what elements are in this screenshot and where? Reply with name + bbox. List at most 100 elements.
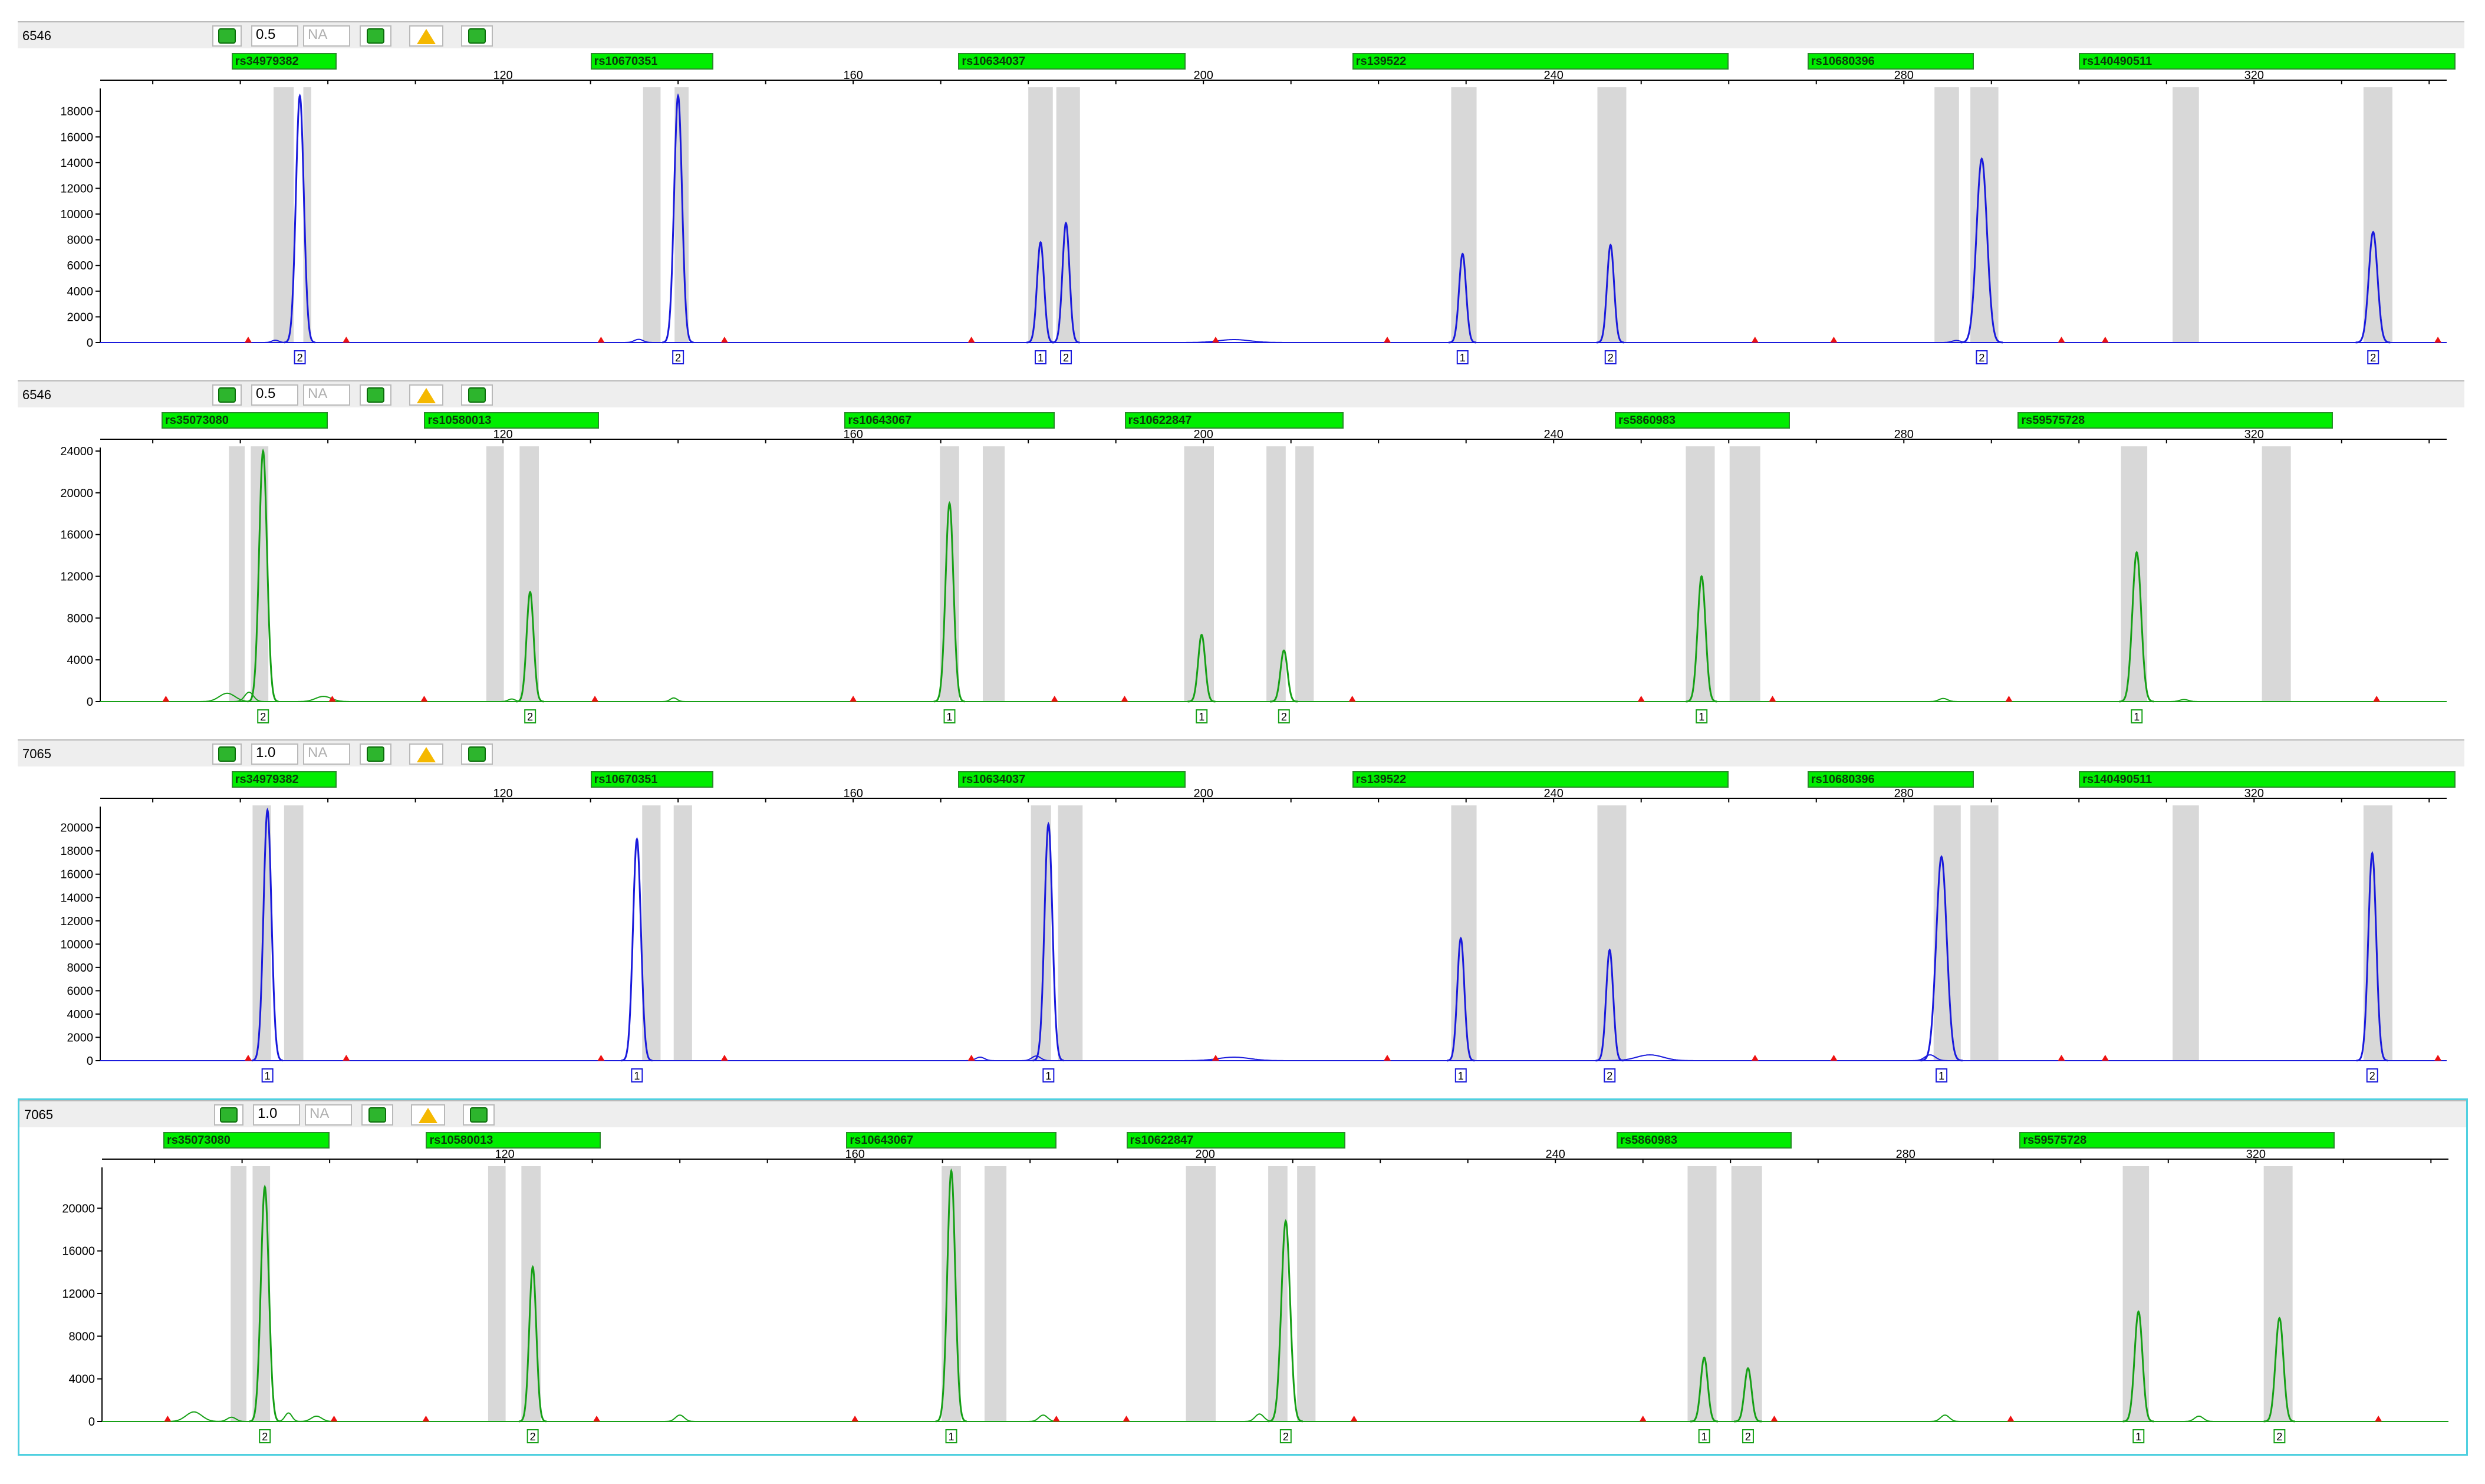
allele-bin xyxy=(673,805,692,1061)
y-tick-label: 4000 xyxy=(67,285,94,298)
size-marker-triangle xyxy=(422,1416,430,1422)
status-ok-icon[interactable] xyxy=(461,25,493,47)
status-ok-icon[interactable] xyxy=(212,743,242,765)
scale-value-field[interactable]: 1.0 xyxy=(253,1104,300,1126)
marker-rs10634037[interactable]: rs10634037 xyxy=(958,771,1186,788)
status-ok-icon[interactable] xyxy=(463,1104,495,1126)
status-ok-icon[interactable] xyxy=(212,25,242,47)
scale-value-field[interactable]: 0.5 xyxy=(251,25,298,47)
marker-rs140490511[interactable]: rs140490511 xyxy=(2079,771,2456,788)
allele-call-label: 1 xyxy=(949,1431,954,1443)
allele-call-label: 1 xyxy=(634,1070,640,1082)
marker-rs10622847[interactable]: rs10622847 xyxy=(1126,1132,1345,1149)
size-marker-triangle xyxy=(1384,1055,1391,1061)
marker-rs59575728[interactable]: rs59575728 xyxy=(2019,1132,2335,1149)
marker-rs10634037[interactable]: rs10634037 xyxy=(958,53,1186,70)
allele-bin xyxy=(303,87,311,343)
marker-rs10580013[interactable]: rs10580013 xyxy=(424,412,600,429)
size-marker-triangle xyxy=(2434,337,2442,343)
allele-call-label: 2 xyxy=(1283,1431,1289,1443)
electropherogram-panel[interactable]: 6546 0.5 NA rs35073080 rs10580013 rs106430… xyxy=(18,380,2464,734)
size-marker-triangle xyxy=(1769,696,1776,702)
na-field[interactable]: NA xyxy=(303,743,350,765)
marker-rs35073080[interactable]: rs35073080 xyxy=(163,1132,330,1149)
x-tick-label: 200 xyxy=(1194,428,1213,441)
status-ok-icon[interactable] xyxy=(360,384,391,406)
trace-noise xyxy=(1171,339,1296,343)
marker-rs5860983[interactable]: rs5860983 xyxy=(1617,1132,1792,1149)
size-marker-triangle xyxy=(420,696,428,702)
y-tick-label: 20000 xyxy=(60,487,93,500)
marker-rs140490511[interactable]: rs140490511 xyxy=(2079,53,2456,70)
y-tick-label: 8000 xyxy=(69,1330,96,1343)
y-tick-label: 18000 xyxy=(60,845,93,858)
trace-noise xyxy=(621,338,656,343)
marker-rs10622847[interactable]: rs10622847 xyxy=(1124,412,1344,429)
y-tick-label: 12000 xyxy=(62,1288,95,1301)
electropherogram-plot[interactable]: 120 160 200 240 280 320 0 4000 8000 12000 16000 200… xyxy=(19,1100,2466,1454)
electropherogram-plot[interactable]: 120 160 200 240 280 320 0 2000 4000 6000 8000 10000… xyxy=(18,739,2464,1093)
size-marker-triangle xyxy=(1637,696,1645,702)
size-marker-triangle xyxy=(1830,1055,1838,1061)
status-ok-icon[interactable] xyxy=(212,384,242,406)
status-ok-icon[interactable] xyxy=(461,743,493,765)
size-marker-triangle xyxy=(851,1416,859,1422)
marker-rs10680396[interactable]: rs10680396 xyxy=(1807,771,1974,788)
marker-rs10670351[interactable]: rs10670351 xyxy=(590,53,713,70)
allele-label-box xyxy=(2132,1429,2145,1443)
allele-call-label: 2 xyxy=(1745,1431,1751,1443)
marker-rs35073080[interactable]: rs35073080 xyxy=(161,412,328,429)
y-tick-label: 14000 xyxy=(60,891,93,904)
marker-rs10580013[interactable]: rs10580013 xyxy=(426,1132,601,1149)
electropherogram-panel[interactable]: 6546 0.5 NA rs34979382 rs10670351 rs106340… xyxy=(18,21,2464,375)
electropherogram-panel-selected[interactable]: 7065 1.0 NA rs35073080 rs10580013 rs106430… xyxy=(18,1098,2468,1456)
size-marker-triangle xyxy=(2005,696,2013,702)
marker-rs34979382[interactable]: rs34979382 xyxy=(231,53,337,70)
status-ok-icon[interactable] xyxy=(461,384,493,406)
allele-call-label: 1 xyxy=(1045,1070,1051,1082)
marker-rs10643067[interactable]: rs10643067 xyxy=(844,412,1055,429)
na-field[interactable]: NA xyxy=(305,1104,352,1126)
allele-peak xyxy=(1268,1219,1303,1423)
na-field[interactable]: NA xyxy=(303,384,350,406)
marker-rs59575728[interactable]: rs59575728 xyxy=(2017,412,2333,429)
marker-rs34979382[interactable]: rs34979382 xyxy=(231,771,337,788)
scale-value-field[interactable]: 1.0 xyxy=(251,743,298,765)
electropherogram-plot[interactable]: 120 160 200 240 280 320 0 2000 4000 6000 8000 10000… xyxy=(18,21,2464,375)
warning-icon[interactable] xyxy=(411,1104,445,1126)
trace-noise xyxy=(292,696,354,702)
trace-noise xyxy=(660,697,687,702)
allele-bin xyxy=(642,805,661,1061)
allele-bin xyxy=(942,1166,961,1422)
size-marker-triangle xyxy=(1384,337,1391,343)
size-marker-triangle xyxy=(720,337,728,343)
marker-rs139522[interactable]: rs139522 xyxy=(1352,771,1729,788)
electropherogram-panel[interactable]: 7065 1.0 NA rs34979382 rs10670351 rs106340… xyxy=(18,739,2464,1093)
allele-call-label: 1 xyxy=(2135,1431,2141,1443)
status-ok-icon[interactable] xyxy=(214,1104,243,1126)
size-marker-triangle xyxy=(591,696,599,702)
status-ok-icon[interactable] xyxy=(360,25,391,47)
allele-bin xyxy=(2262,446,2291,702)
x-tick-label: 160 xyxy=(845,1148,864,1161)
warning-icon[interactable] xyxy=(409,743,443,765)
marker-rs10643067[interactable]: rs10643067 xyxy=(846,1132,1056,1149)
warning-icon[interactable] xyxy=(409,25,443,47)
electropherogram-plot[interactable]: 120 160 200 240 280 320 0 4000 8000 12000 16000 200… xyxy=(18,380,2464,734)
y-tick-label: 18000 xyxy=(60,106,93,119)
na-field[interactable]: NA xyxy=(303,25,350,47)
scale-value-field[interactable]: 0.5 xyxy=(251,384,298,406)
allele-bin xyxy=(1295,446,1314,702)
marker-rs139522[interactable]: rs139522 xyxy=(1352,53,1729,70)
allele-call-label: 1 xyxy=(947,711,953,723)
marker-rs10670351[interactable]: rs10670351 xyxy=(590,771,713,788)
marker-rs10680396[interactable]: rs10680396 xyxy=(1807,53,1974,70)
allele-label-box xyxy=(2131,709,2143,723)
status-ok-icon[interactable] xyxy=(361,1104,393,1126)
warning-icon[interactable] xyxy=(409,384,443,406)
marker-rs5860983[interactable]: rs5860983 xyxy=(1615,412,1790,429)
status-ok-icon[interactable] xyxy=(360,743,391,765)
allele-label-box xyxy=(1060,350,1072,364)
allele-label-box xyxy=(631,1068,643,1082)
panel-toolbar: 7065 1.0 NA xyxy=(18,739,2464,766)
